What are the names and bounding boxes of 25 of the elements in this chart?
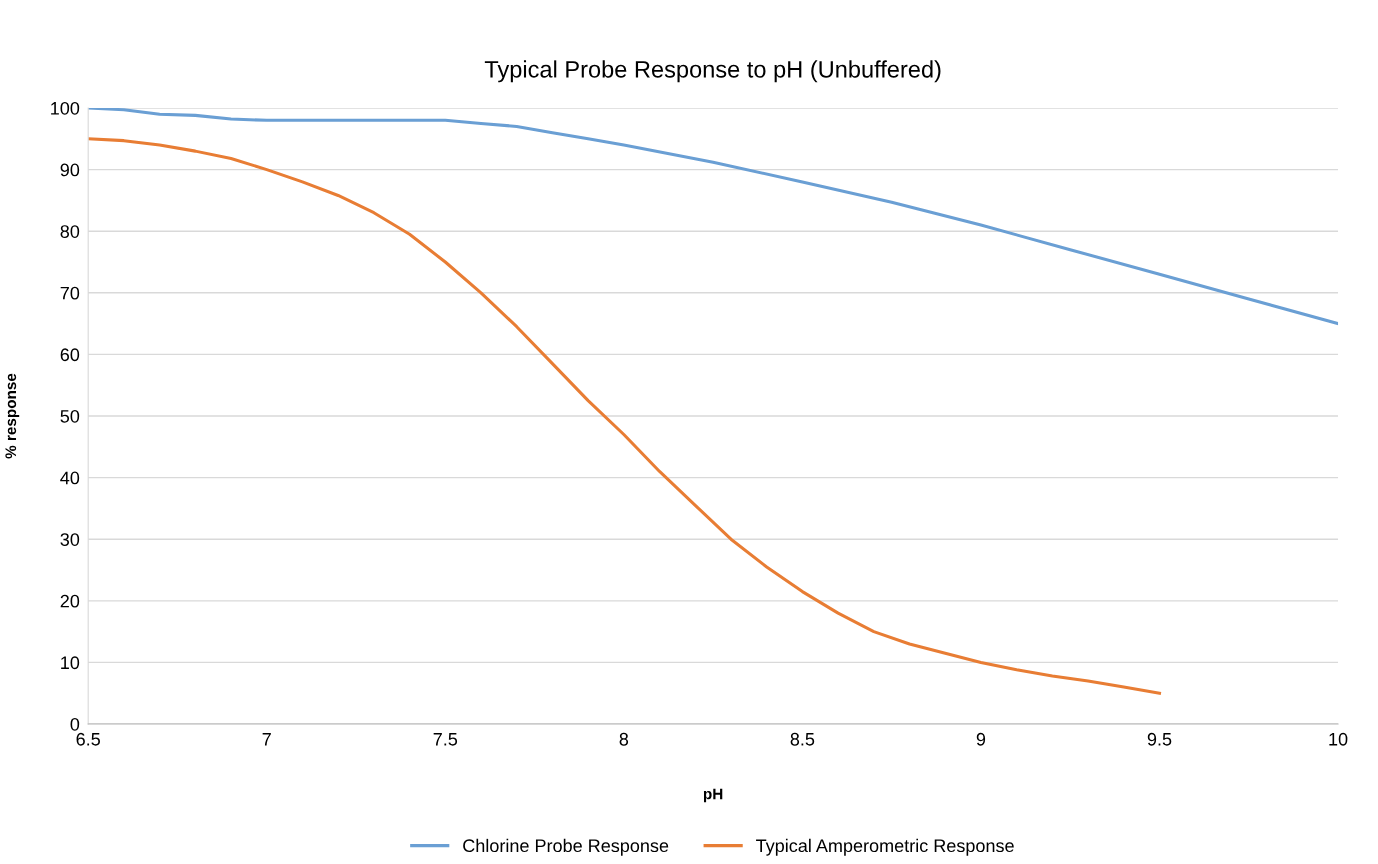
legend-label: Typical Amperometric Response bbox=[756, 838, 1014, 856]
y-tick-label: 80 bbox=[60, 225, 80, 238]
y-tick-label: 0 bbox=[70, 717, 80, 731]
x-tick-label: 9 bbox=[976, 732, 986, 746]
x-tick-label: 6.5 bbox=[76, 732, 100, 746]
y-tick-label: 50 bbox=[60, 409, 80, 423]
x-tick-label: 9.5 bbox=[1147, 732, 1172, 746]
x-tick-label: 7.5 bbox=[433, 733, 458, 746]
x-tick-label: 8.5 bbox=[790, 732, 815, 746]
y-tick-label: 20 bbox=[60, 594, 80, 608]
y-tick-label: 30 bbox=[60, 533, 80, 546]
y-axis-title: % response bbox=[5, 373, 20, 459]
chart-title: Typical Probe Response to pH (Unbuffered) bbox=[484, 60, 941, 83]
y-tick-label: 100 bbox=[51, 101, 80, 115]
y-tick-label: 70 bbox=[60, 286, 80, 300]
y-tick-label: 60 bbox=[60, 348, 80, 362]
x-tick-label: 10 bbox=[1329, 732, 1348, 746]
y-tick-label: 90 bbox=[60, 163, 80, 177]
y-tick-label: 40 bbox=[60, 471, 80, 485]
x-tick-label: 8 bbox=[619, 732, 629, 746]
x-tick-label: 7 bbox=[262, 733, 271, 746]
x-axis-title: pH bbox=[703, 788, 723, 803]
legend-label: Chlorine Probe Response bbox=[463, 838, 669, 856]
y-tick-label: 10 bbox=[61, 656, 80, 670]
line-series bbox=[88, 137, 1162, 695]
